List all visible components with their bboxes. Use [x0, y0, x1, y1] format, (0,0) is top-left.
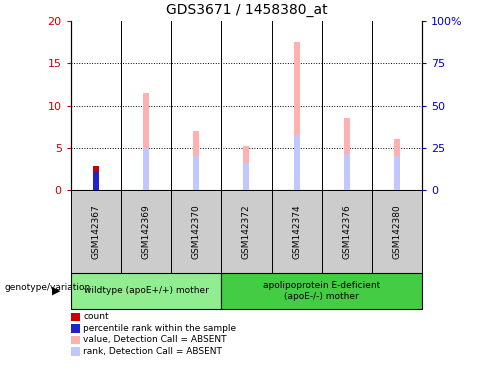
Title: GDS3671 / 1458380_at: GDS3671 / 1458380_at: [165, 3, 327, 17]
Text: ▶: ▶: [52, 286, 61, 296]
Text: GSM142376: GSM142376: [342, 204, 351, 259]
Text: GSM142380: GSM142380: [392, 204, 402, 259]
Bar: [294, 42, 300, 190]
Bar: [193, 131, 199, 190]
Bar: [143, 148, 149, 190]
Bar: [344, 118, 350, 190]
Text: count: count: [83, 312, 109, 321]
Text: genotype/variation: genotype/variation: [5, 283, 91, 291]
Text: GSM142374: GSM142374: [292, 204, 301, 259]
Bar: [244, 146, 249, 190]
Bar: [344, 154, 350, 190]
Bar: [394, 156, 400, 190]
Text: GSM142372: GSM142372: [242, 204, 251, 259]
Text: percentile rank within the sample: percentile rank within the sample: [83, 324, 237, 333]
Bar: [93, 166, 99, 190]
Text: wildtype (apoE+/+) mother: wildtype (apoE+/+) mother: [83, 286, 208, 295]
Text: value, Detection Call = ABSENT: value, Detection Call = ABSENT: [83, 335, 227, 344]
Bar: [244, 163, 249, 190]
Bar: [93, 166, 99, 190]
Bar: [93, 172, 99, 190]
Bar: [294, 135, 300, 190]
Bar: [193, 156, 199, 190]
Text: GSM142369: GSM142369: [142, 204, 151, 259]
Text: apolipoprotein E-deficient
(apoE-/-) mother: apolipoprotein E-deficient (apoE-/-) mot…: [263, 281, 380, 301]
Bar: [394, 139, 400, 190]
Bar: [143, 93, 149, 190]
Text: GSM142370: GSM142370: [192, 204, 201, 259]
Bar: [93, 172, 99, 190]
Text: GSM142367: GSM142367: [91, 204, 101, 259]
Text: rank, Detection Call = ABSENT: rank, Detection Call = ABSENT: [83, 347, 223, 356]
